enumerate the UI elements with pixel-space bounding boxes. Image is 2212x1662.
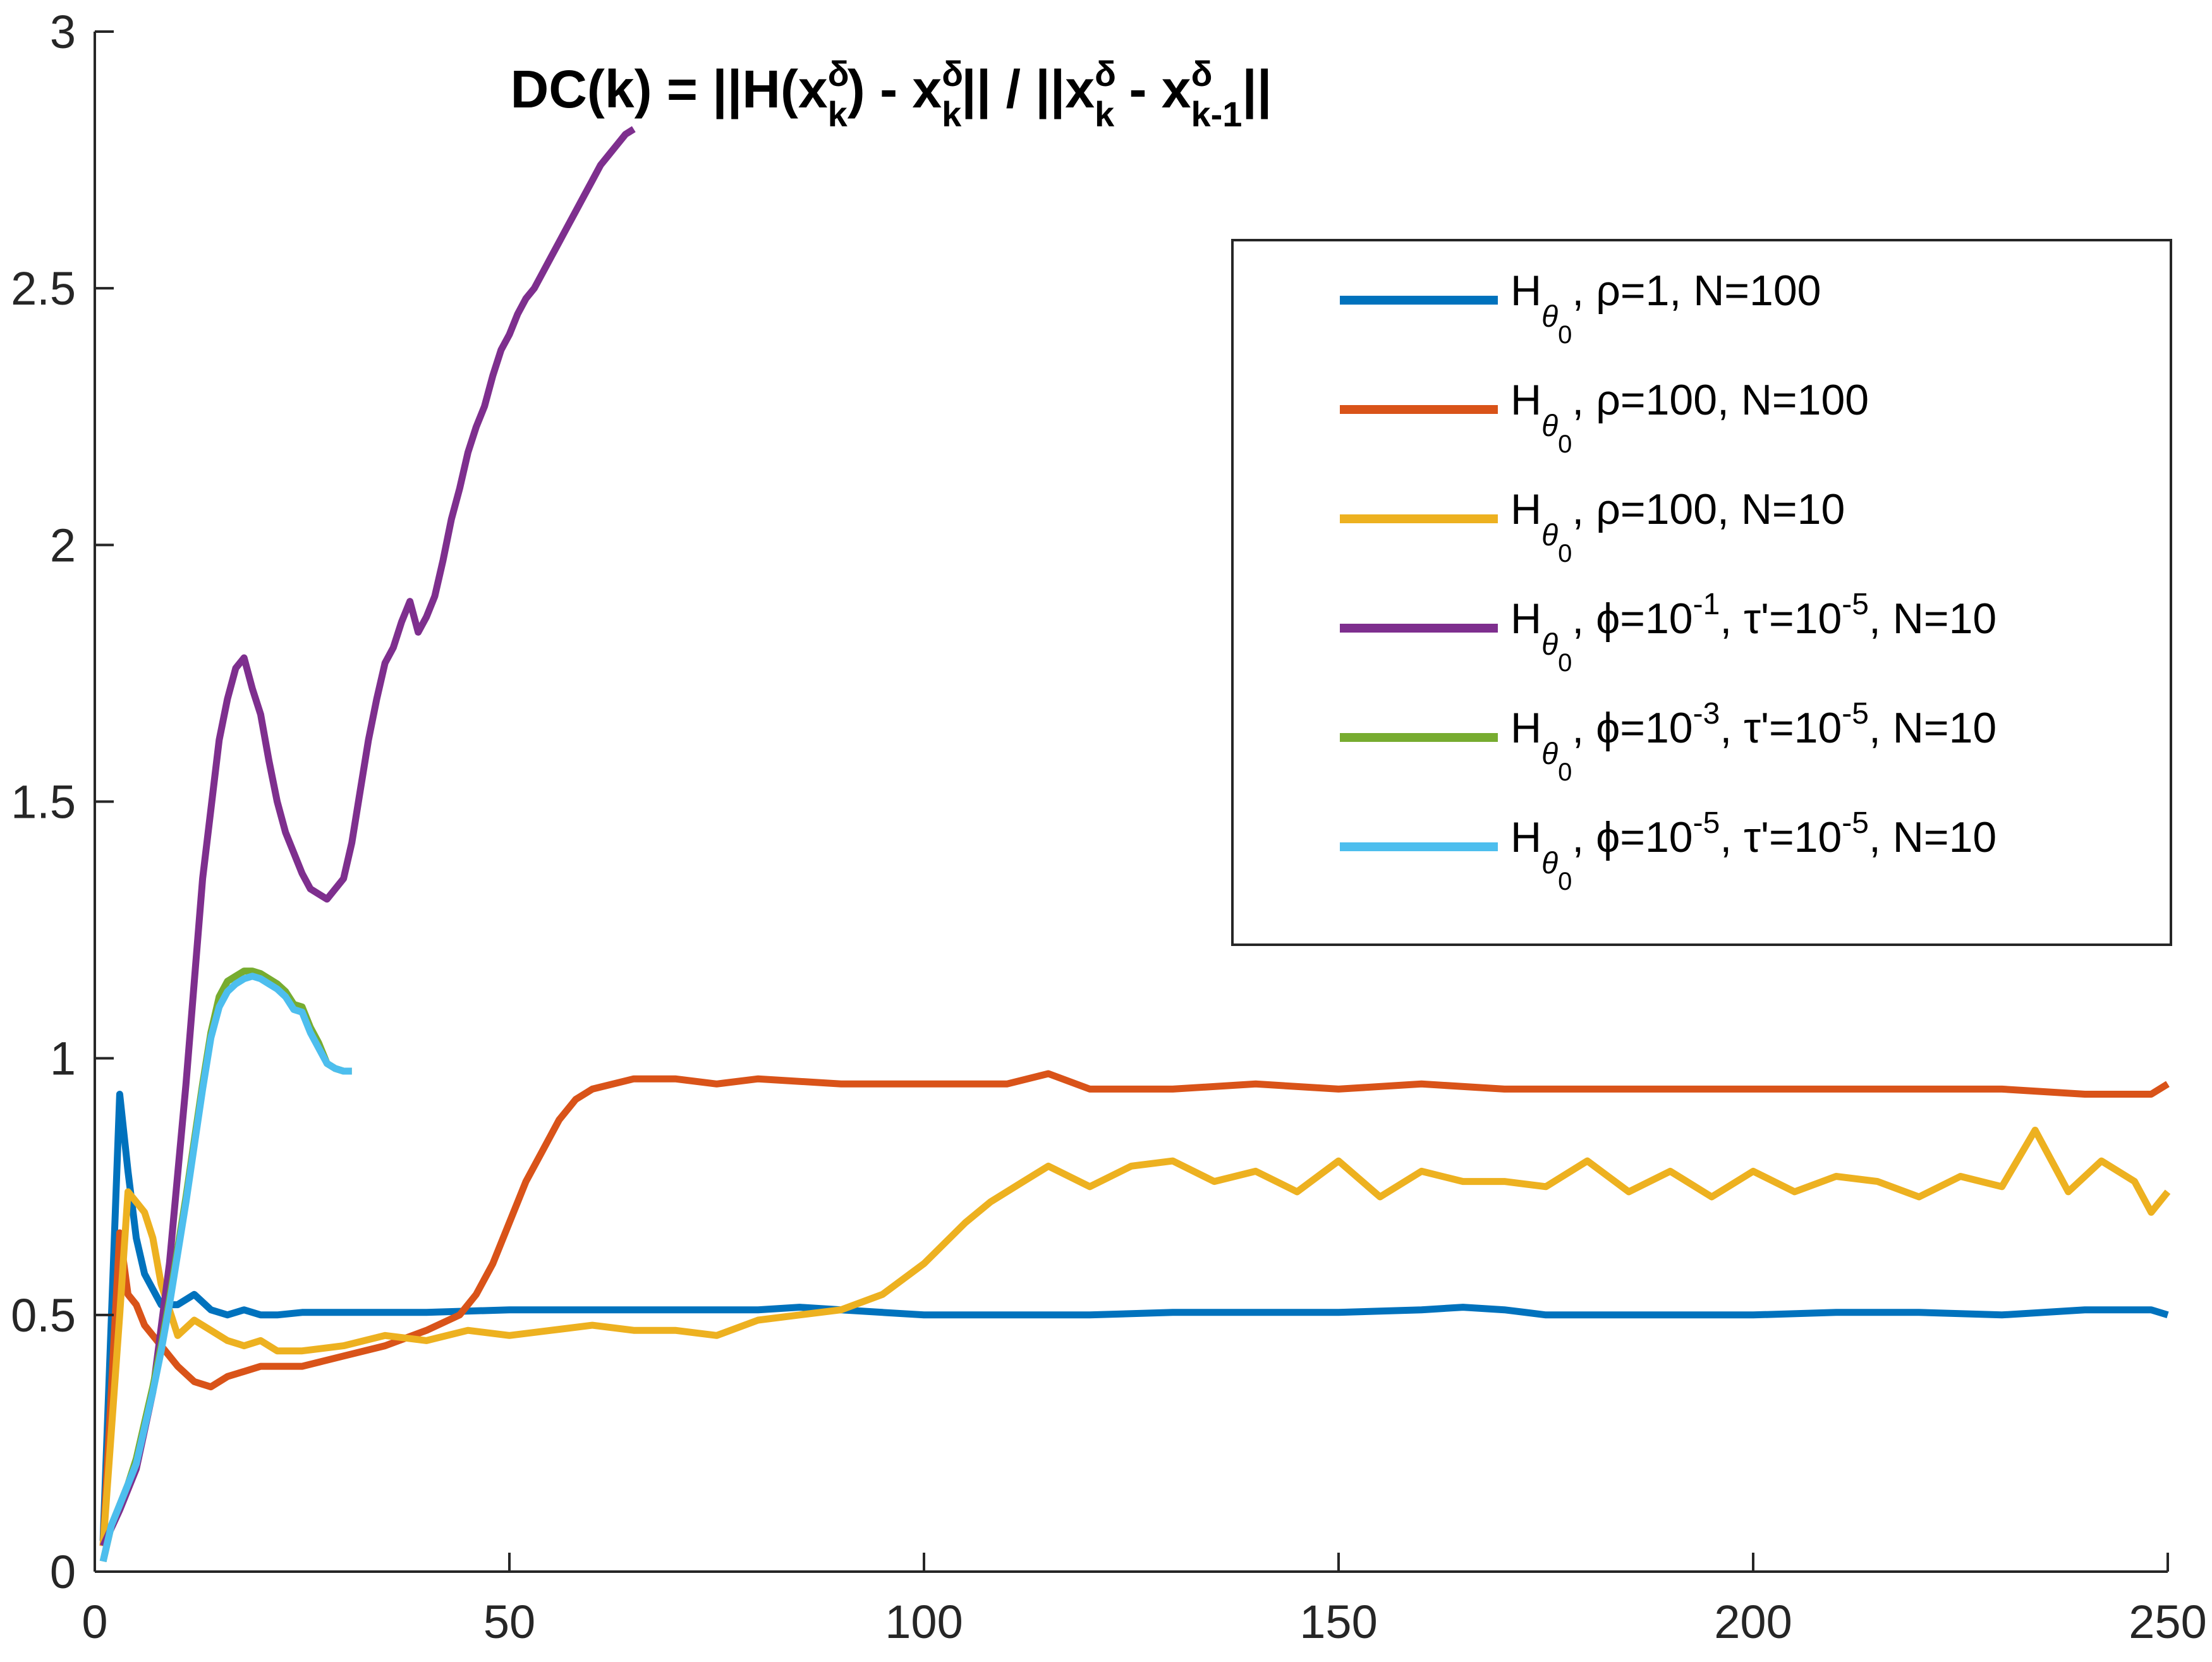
legend-label-3: Hθ0, ρ=100, N=10 <box>1510 485 1845 567</box>
y-tick-label: 1 <box>50 1033 76 1085</box>
x-tick-label: 50 <box>483 1596 535 1648</box>
legend-label-4: Hθ0, ϕ=10-1, τ'=10-5, N=10 <box>1510 588 1996 677</box>
series-line-6 <box>99 973 352 1563</box>
legend: Hθ0, ρ=1, N=100 Hθ0, ρ=100, N=100 Hθ0, ρ=1… <box>1231 239 2172 946</box>
legend-label-6: Hθ0, ϕ=10-5, τ'=10-5, N=10 <box>1510 806 1996 895</box>
y-tick-label: 2.5 <box>11 262 76 315</box>
series-layer <box>99 126 2171 1563</box>
y-tick-label: 2 <box>50 519 76 571</box>
series-line-4 <box>100 126 636 1548</box>
x-tick-label: 100 <box>885 1596 963 1648</box>
series-line-1 <box>99 1091 2169 1541</box>
legend-label-2: Hθ0, ρ=100, N=100 <box>1510 376 1869 458</box>
legend-label-5: Hθ0, ϕ=10-3, τ'=10-5, N=10 <box>1510 697 1996 786</box>
y-tick-label: 0 <box>50 1546 76 1598</box>
legend-label-1: Hθ0, ρ=1, N=100 <box>1510 267 1821 349</box>
series-line-2 <box>99 1070 2170 1546</box>
y-tick-label: 3 <box>50 6 76 58</box>
x-tick-label: 0 <box>82 1596 107 1648</box>
x-tick-label: 150 <box>1299 1596 1377 1648</box>
x-tick-label: 250 <box>2129 1596 2206 1648</box>
x-tick-label: 200 <box>1714 1596 1792 1648</box>
chart-title: DC(k) = ||H(xδ k) - xδ k|| / ||xδ k - xδ k-1… <box>511 54 1272 134</box>
y-tick-label: 1.5 <box>11 776 76 828</box>
y-tick-label: 0.5 <box>11 1289 76 1342</box>
legend-box <box>1231 239 2172 946</box>
axes-layer: 0 50 100 150 200 250 0 0.5 1 1.5 2 2.5 3 <box>11 6 2207 1648</box>
series-line-3 <box>99 1126 2171 1546</box>
